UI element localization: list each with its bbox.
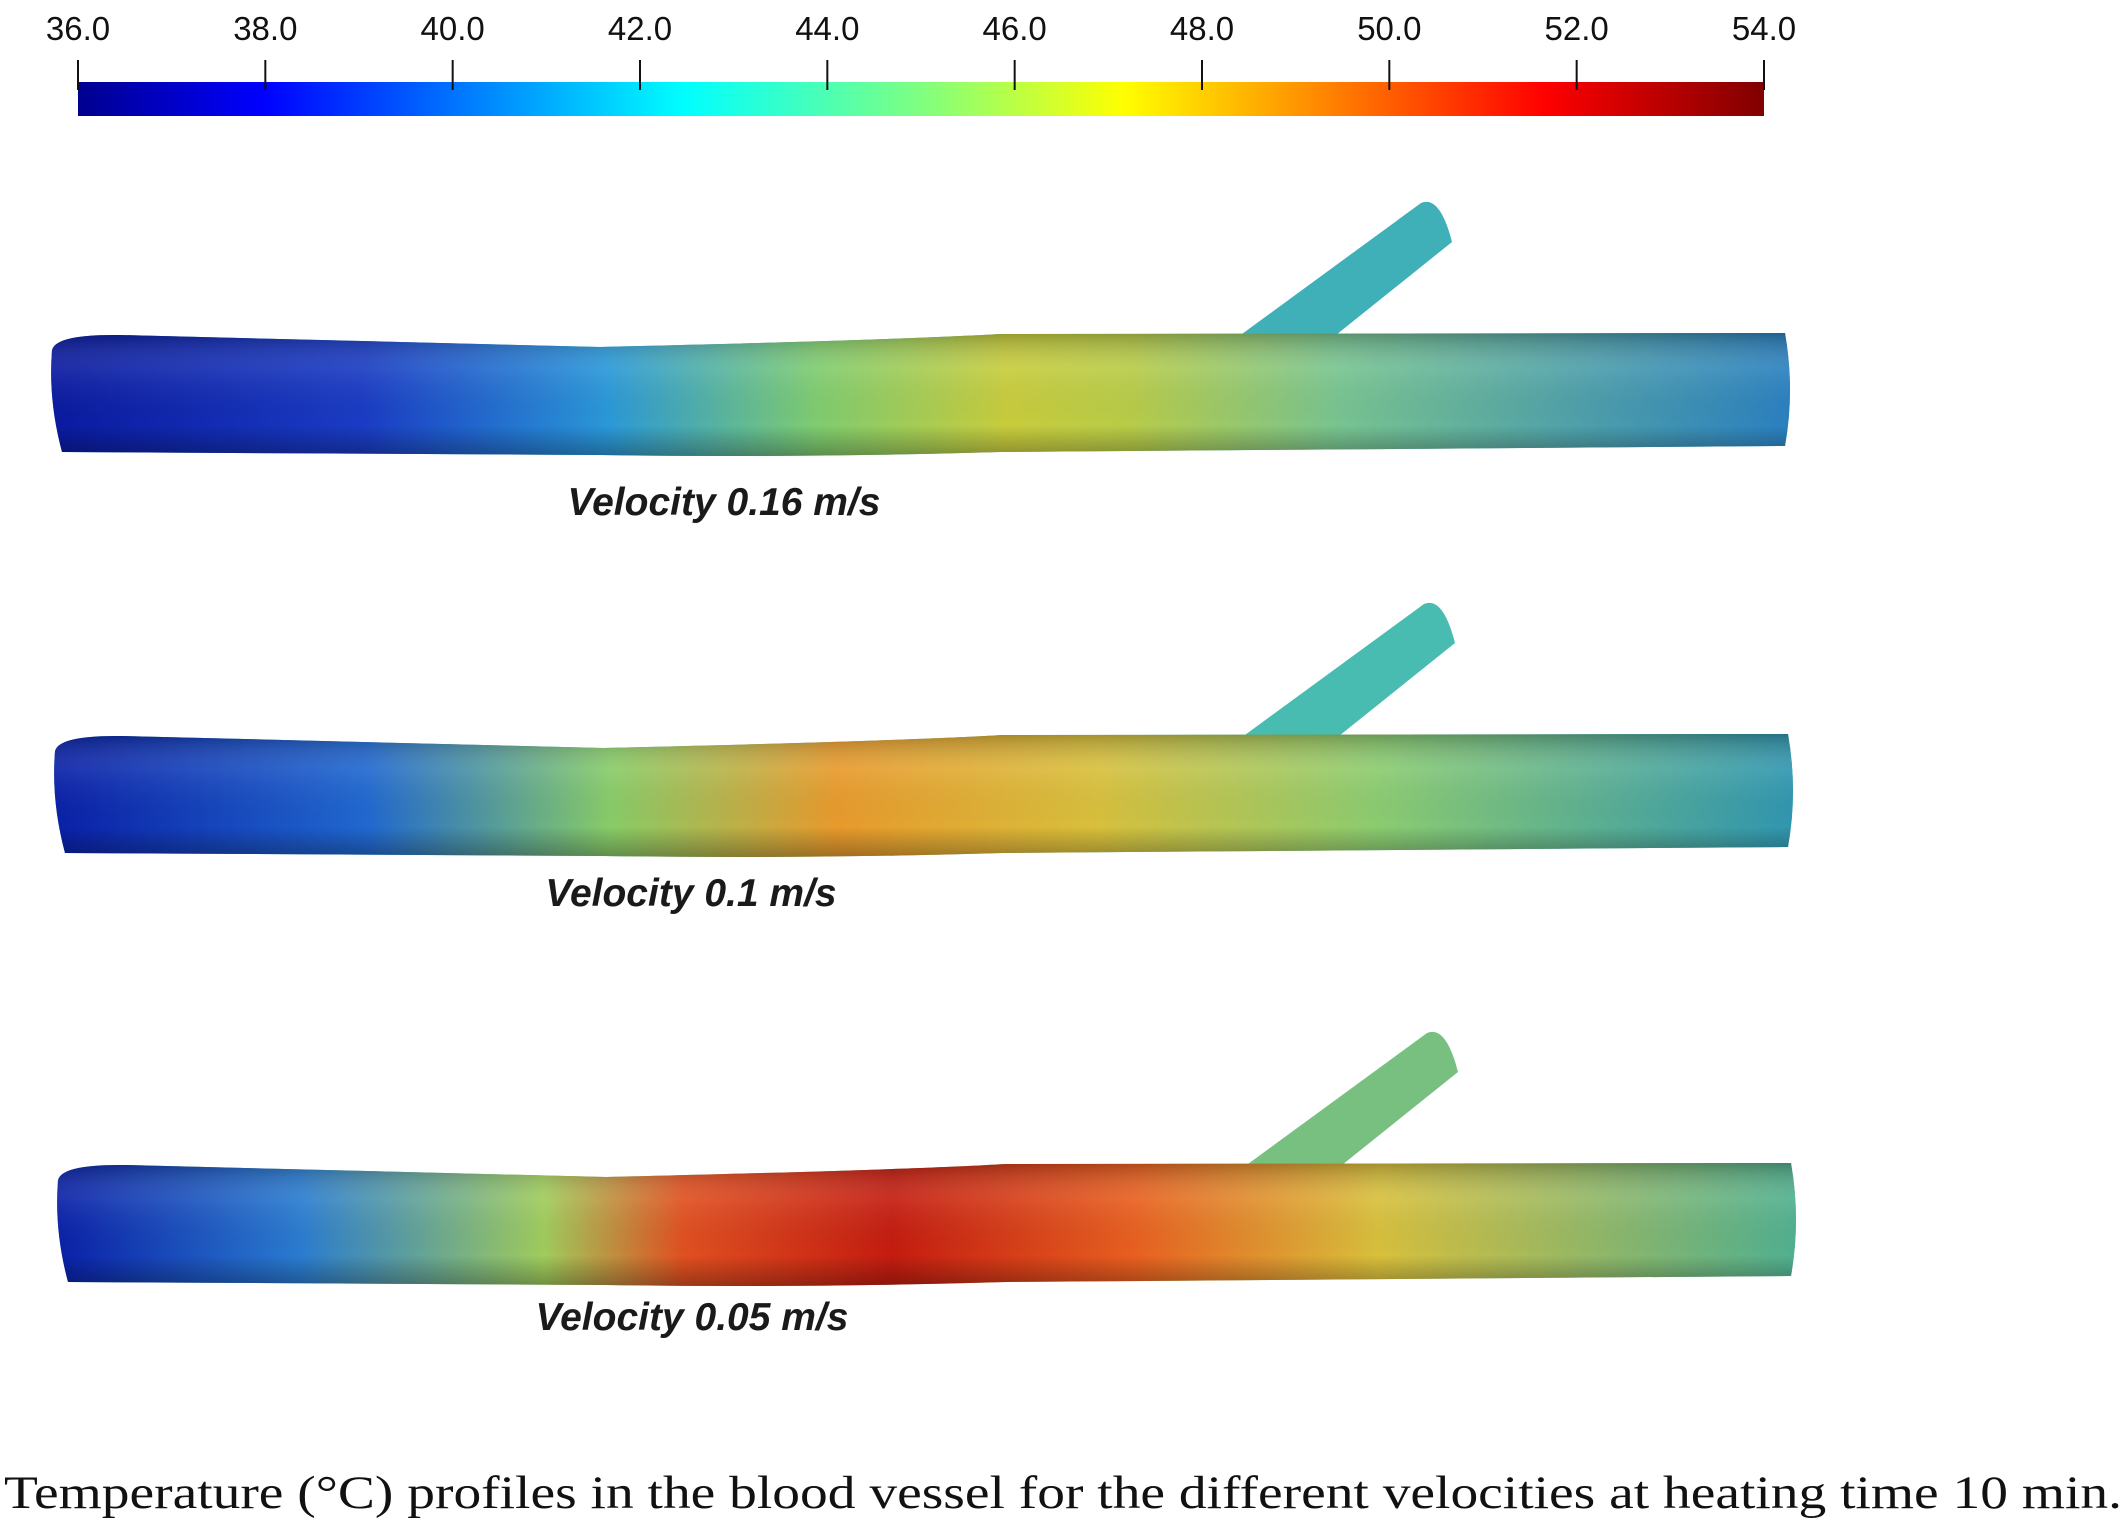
vessel-shading <box>57 1163 1797 1286</box>
tick-label: 38.0 <box>233 10 297 47</box>
panel-label: Velocity 0.16 m/s <box>568 481 881 524</box>
tick-label: 54.0 <box>1732 10 1796 47</box>
tick-label: 40.0 <box>421 10 485 47</box>
vessel-shading <box>54 734 1794 857</box>
panel: Velocity 0.05 m/s <box>57 1031 1797 1339</box>
panel-label: Velocity 0.05 m/s <box>536 1296 849 1339</box>
tick-label: 52.0 <box>1545 10 1609 47</box>
colorbar-ticks: 36.0 38.0 40.0 42.0 44.0 46.0 48.0 50.0 52.0 54.0 <box>46 10 1796 90</box>
colorbar <box>78 82 1764 116</box>
panel-label: Velocity 0.1 m/s <box>545 872 836 915</box>
panel: Velocity 0.16 m/s <box>51 201 1791 524</box>
tick-label: 50.0 <box>1357 10 1421 47</box>
tick-label: 36.0 <box>46 10 110 47</box>
tick-label: 42.0 <box>608 10 672 47</box>
panel: Velocity 0.1 m/s <box>54 602 1794 915</box>
tick-label: 48.0 <box>1170 10 1234 47</box>
tick-label: 44.0 <box>795 10 859 47</box>
caption: Temperature (°C) profiles in the blood v… <box>4 1467 2122 1519</box>
vessel-shading <box>51 333 1791 456</box>
tick-label: 46.0 <box>983 10 1047 47</box>
